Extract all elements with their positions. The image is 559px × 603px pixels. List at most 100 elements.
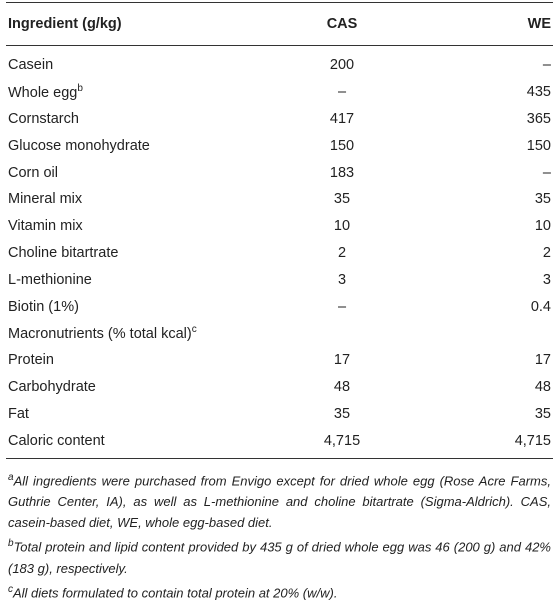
cas-value: 200	[329, 57, 355, 74]
footnotes: aAll ingredients were purchased from Env…	[6, 467, 553, 603]
cas-value: 150	[329, 137, 355, 154]
we-cell: –	[399, 159, 553, 186]
footnote-text: All diets formulated to contain total pr…	[13, 584, 338, 600]
row-label: Cornstarch	[8, 110, 79, 127]
we-value: 17	[534, 352, 551, 369]
cas-cell	[247, 320, 399, 347]
cas-cell: –	[247, 293, 399, 320]
table-row: Choline bitartrate 2 2	[6, 240, 553, 267]
row-label: Casein	[8, 57, 54, 74]
row-label-cell: Vitamin mix	[6, 213, 247, 240]
row-label-cell: L-methionine	[6, 266, 247, 293]
table-row: L-methionine 3 3	[6, 266, 553, 293]
cas-value: 3	[337, 271, 347, 288]
we-value: 0.4	[530, 298, 551, 315]
table-row: Vitamin mix 10 10	[6, 213, 553, 240]
we-value: 48	[534, 378, 551, 395]
row-label-cell: Biotin (1%)	[6, 293, 247, 320]
row-label: Whole egg	[8, 85, 78, 102]
we-value: 10	[534, 218, 551, 235]
table-row: Carbohydrate 48 48	[6, 374, 553, 401]
row-label: Carbohydrate	[8, 378, 96, 395]
we-cell: 4,715	[399, 427, 553, 459]
cas-cell: –	[247, 79, 399, 106]
we-cell: 48	[399, 374, 553, 401]
footnote: aAll ingredients were purchased from Env…	[8, 467, 551, 533]
we-value: 35	[534, 405, 551, 422]
footnote-mark: b	[8, 538, 14, 550]
footnote-text: Total protein and lipid content provided…	[8, 539, 551, 576]
row-label-cell: Choline bitartrate	[6, 240, 247, 267]
table-row: Casein 200 –	[6, 46, 553, 79]
cas-cell: 417	[247, 106, 399, 133]
ingredient-table: Ingredient (g/kg) CAS WE Casein 200– Whole…	[6, 2, 553, 459]
cas-value: 183	[329, 164, 355, 181]
header-cell: CAS	[247, 2, 399, 46]
we-cell: 10	[399, 213, 553, 240]
cas-value: –	[337, 84, 347, 101]
we-cell: 35	[399, 400, 553, 427]
row-label-cell: Glucose monohydrate	[6, 132, 247, 159]
we-value: 35	[534, 191, 551, 208]
table-row: Mineral mix 35 35	[6, 186, 553, 213]
we-value: –	[542, 164, 551, 181]
row-label-cell: Protein	[6, 347, 247, 374]
we-cell: 0.4	[399, 293, 553, 320]
cas-cell: 10	[247, 213, 399, 240]
row-label: Vitamin mix	[8, 218, 83, 235]
row-label: Biotin (1%)	[8, 298, 79, 315]
cas-cell: 17	[247, 347, 399, 374]
table-row: Corn oil 183 –	[6, 159, 553, 186]
we-cell: –	[399, 46, 553, 79]
we-cell: 365	[399, 106, 553, 133]
row-label-cell: Casein	[6, 46, 247, 79]
cas-value: 4,715	[323, 432, 361, 449]
we-value: –	[542, 57, 551, 74]
we-value: 4,715	[514, 432, 551, 449]
we-value: 435	[526, 84, 551, 101]
table-row: Caloric content 4,715 4,715	[6, 427, 553, 459]
row-label: Glucose monohydrate	[8, 137, 150, 154]
cas-value: 48	[333, 378, 351, 395]
footnote-mark: a	[8, 471, 14, 483]
we-cell: 435	[399, 79, 553, 106]
we-cell: 3	[399, 266, 553, 293]
footnote-mark: c	[191, 324, 197, 336]
table-row: Glucose monohydrate 150 150	[6, 132, 553, 159]
cas-value: –	[337, 298, 347, 315]
header-cell: WE	[399, 2, 553, 46]
row-label: Caloric content	[8, 432, 105, 449]
table-row: Whole eggb – 435	[6, 79, 553, 106]
footnote-mark: b	[77, 83, 83, 95]
row-label: Macronutrients (% total kcal)	[8, 326, 192, 343]
header-row: Ingredient (g/kg) CAS WE	[6, 2, 553, 46]
we-value: 3	[542, 271, 551, 288]
cas-cell: 3	[247, 266, 399, 293]
cas-cell: 150	[247, 132, 399, 159]
cas-cell: 200	[247, 46, 399, 79]
table-row: Fat 35 35	[6, 400, 553, 427]
row-label: Protein	[8, 352, 54, 369]
row-label-cell: Cornstarch	[6, 106, 247, 133]
row-label: Choline bitartrate	[8, 244, 119, 261]
we-value: 2	[542, 244, 551, 261]
cas-cell: 48	[247, 374, 399, 401]
header-cell: Ingredient (g/kg)	[6, 2, 247, 46]
row-label: L-methionine	[8, 271, 92, 288]
row-label: Fat	[8, 405, 29, 422]
we-cell	[399, 320, 553, 347]
cas-cell: 183	[247, 159, 399, 186]
table-row: Cornstarch 417 365	[6, 106, 553, 133]
table-row: Macronutrients (% total kcal)c	[6, 320, 553, 347]
row-label-cell: Corn oil	[6, 159, 247, 186]
cas-cell: 35	[247, 186, 399, 213]
row-label: Corn oil	[8, 164, 58, 181]
table-row: Biotin (1%) – 0.4	[6, 293, 553, 320]
row-label: Mineral mix	[8, 191, 83, 208]
table-row: Protein 17 17	[6, 347, 553, 374]
cas-value: 10	[333, 218, 351, 235]
we-cell: 150	[399, 132, 553, 159]
footnote-text: All ingredients were purchased from Envi…	[8, 473, 551, 531]
footnote: bTotal protein and lipid content provide…	[8, 533, 551, 578]
